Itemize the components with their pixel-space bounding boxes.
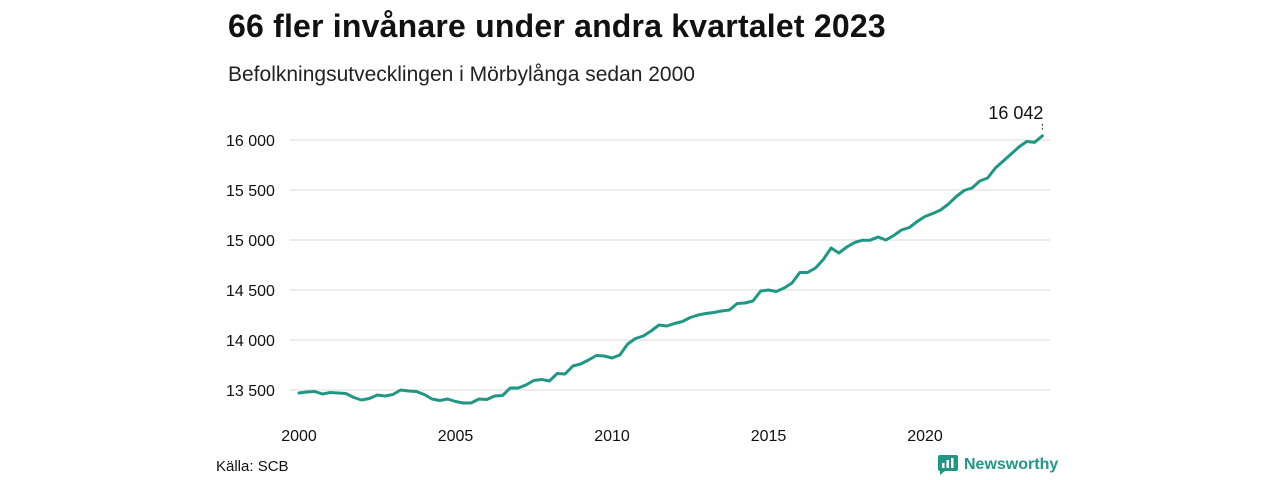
chart-subtitle: Befolkningsutvecklingen i Mörbylånga sed… [228, 63, 695, 86]
y-tick-label: 15 500 [226, 183, 275, 200]
last-value-label: 16 042 [988, 103, 1043, 123]
y-tick-label: 13 500 [226, 383, 275, 400]
x-tick-label: 2015 [751, 428, 787, 445]
x-tick-label: 2000 [281, 428, 317, 445]
y-tick-label: 14 500 [226, 283, 275, 300]
series-layer [297, 134, 1044, 405]
series-line [297, 134, 1044, 405]
chart-title: 66 fler invånare under andra kvartalet 2… [228, 8, 886, 44]
annotation-layer: 16 042 [988, 103, 1043, 130]
y-tick-label: 14 000 [226, 333, 275, 350]
brand-name: Newsworthy [964, 456, 1059, 473]
y-tick-label: 16 000 [226, 133, 275, 150]
y-tick-label: 15 000 [226, 233, 275, 250]
x-tick-label: 2020 [907, 428, 943, 445]
chart-logo-icon [938, 455, 958, 475]
gridlines [290, 139, 1050, 391]
x-tick-label: 2010 [594, 428, 630, 445]
brand-logo: Newsworthy [938, 455, 1058, 475]
y-axis-ticks: 13 500 14 000 14 500 15 000 15 500 16 000 [226, 133, 275, 400]
x-tick-label: 2005 [438, 428, 474, 445]
x-axis-ticks: 2000 2005 2010 2015 2020 [281, 428, 943, 445]
source-note: Källa: SCB [216, 458, 289, 475]
